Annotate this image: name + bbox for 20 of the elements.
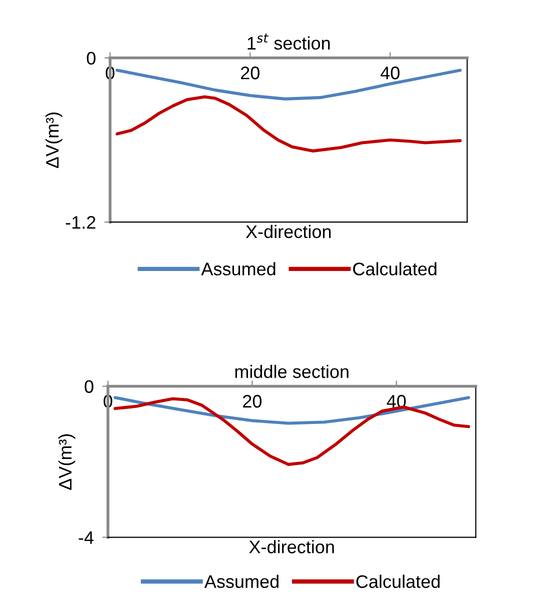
y-tick-label: 0 [86, 52, 96, 65]
line-series [114, 396, 470, 425]
y-axis-title: ΔV(m³) [58, 434, 76, 490]
legend-label: Assumed [201, 262, 276, 276]
x-axis-title: X-direction [246, 224, 331, 238]
x-tick-label: 40 [380, 66, 400, 80]
legend-label: Calculated [356, 574, 440, 588]
legend-label: Assumed [204, 574, 278, 588]
x-axis-title: X-direction [249, 540, 334, 554]
chart-title: middle section [235, 364, 348, 378]
y-tick-label: -4 [78, 531, 94, 544]
y-tick-label: -1.2 [66, 216, 96, 229]
y-tick-label: 0 [84, 380, 94, 393]
line-series [116, 68, 462, 100]
chart-title: 1$^{st}$ section [248, 34, 330, 50]
y-axis-title: ΔV(m³) [45, 112, 62, 168]
x-tick-label: 20 [240, 66, 260, 80]
x-tick-label: 20 [243, 394, 262, 408]
legend-label: Calculated [353, 262, 436, 276]
line-series [116, 95, 462, 152]
